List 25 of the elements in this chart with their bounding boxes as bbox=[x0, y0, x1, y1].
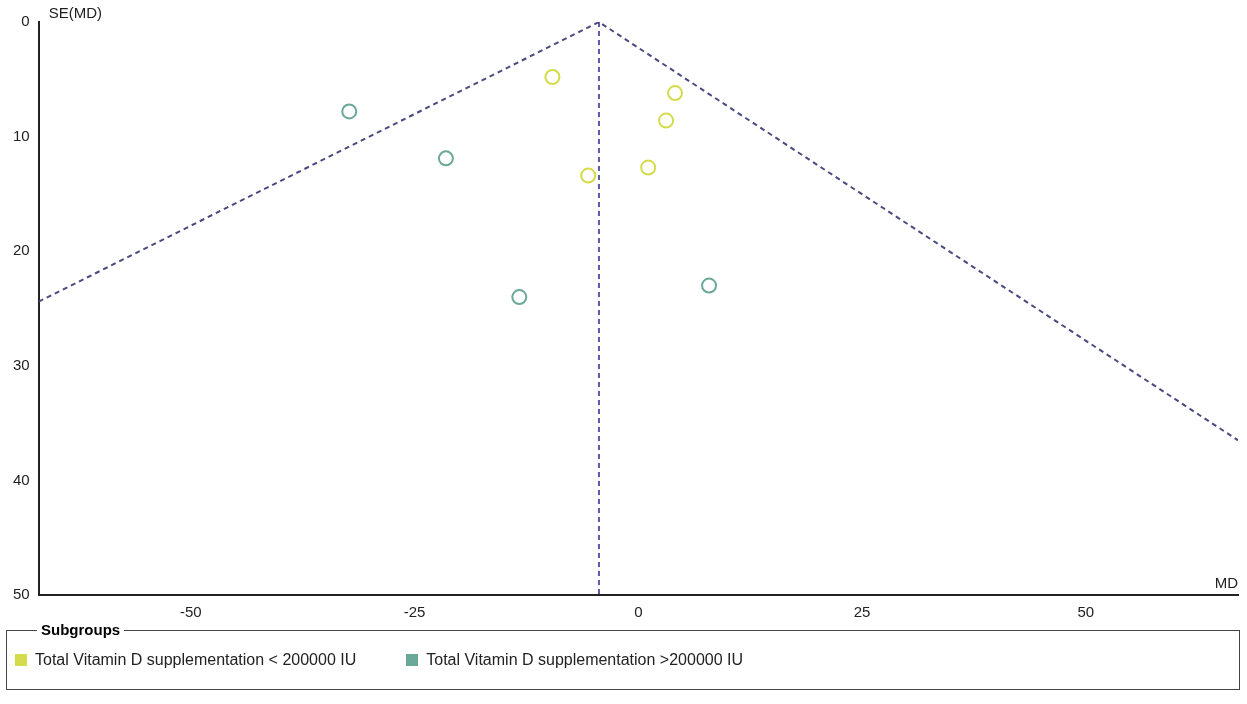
legend-title: Subgroups bbox=[37, 621, 125, 638]
x-tick-label: 50 bbox=[1077, 603, 1095, 621]
point bbox=[437, 150, 454, 167]
point bbox=[544, 69, 561, 86]
x-axis-title: MD bbox=[1214, 573, 1239, 591]
legend-label: Total Vitamin D supplementation >200000 IU bbox=[426, 651, 744, 669]
point bbox=[658, 112, 675, 129]
y-tick-label: 10 bbox=[13, 126, 30, 144]
x-tick-label: 0 bbox=[634, 603, 643, 621]
x-tick-label: 25 bbox=[853, 603, 871, 621]
point bbox=[580, 167, 597, 184]
point bbox=[667, 85, 684, 102]
legend-label: Total Vitamin D supplementation < 200000 IU bbox=[35, 651, 357, 669]
point bbox=[511, 289, 528, 306]
x-tick-label: -25 bbox=[403, 603, 426, 621]
x-tick-label: -50 bbox=[179, 603, 202, 621]
y-tick-label: 20 bbox=[13, 241, 30, 259]
point bbox=[701, 277, 718, 294]
y-tick-label: 30 bbox=[13, 355, 30, 373]
point bbox=[341, 103, 358, 120]
point bbox=[640, 159, 657, 176]
y-tick-label: 40 bbox=[13, 470, 30, 488]
y-tick-label: 50 bbox=[13, 585, 30, 603]
y-tick-label: 0 bbox=[21, 12, 30, 30]
y-axis-title: SE(MD) bbox=[48, 4, 103, 22]
